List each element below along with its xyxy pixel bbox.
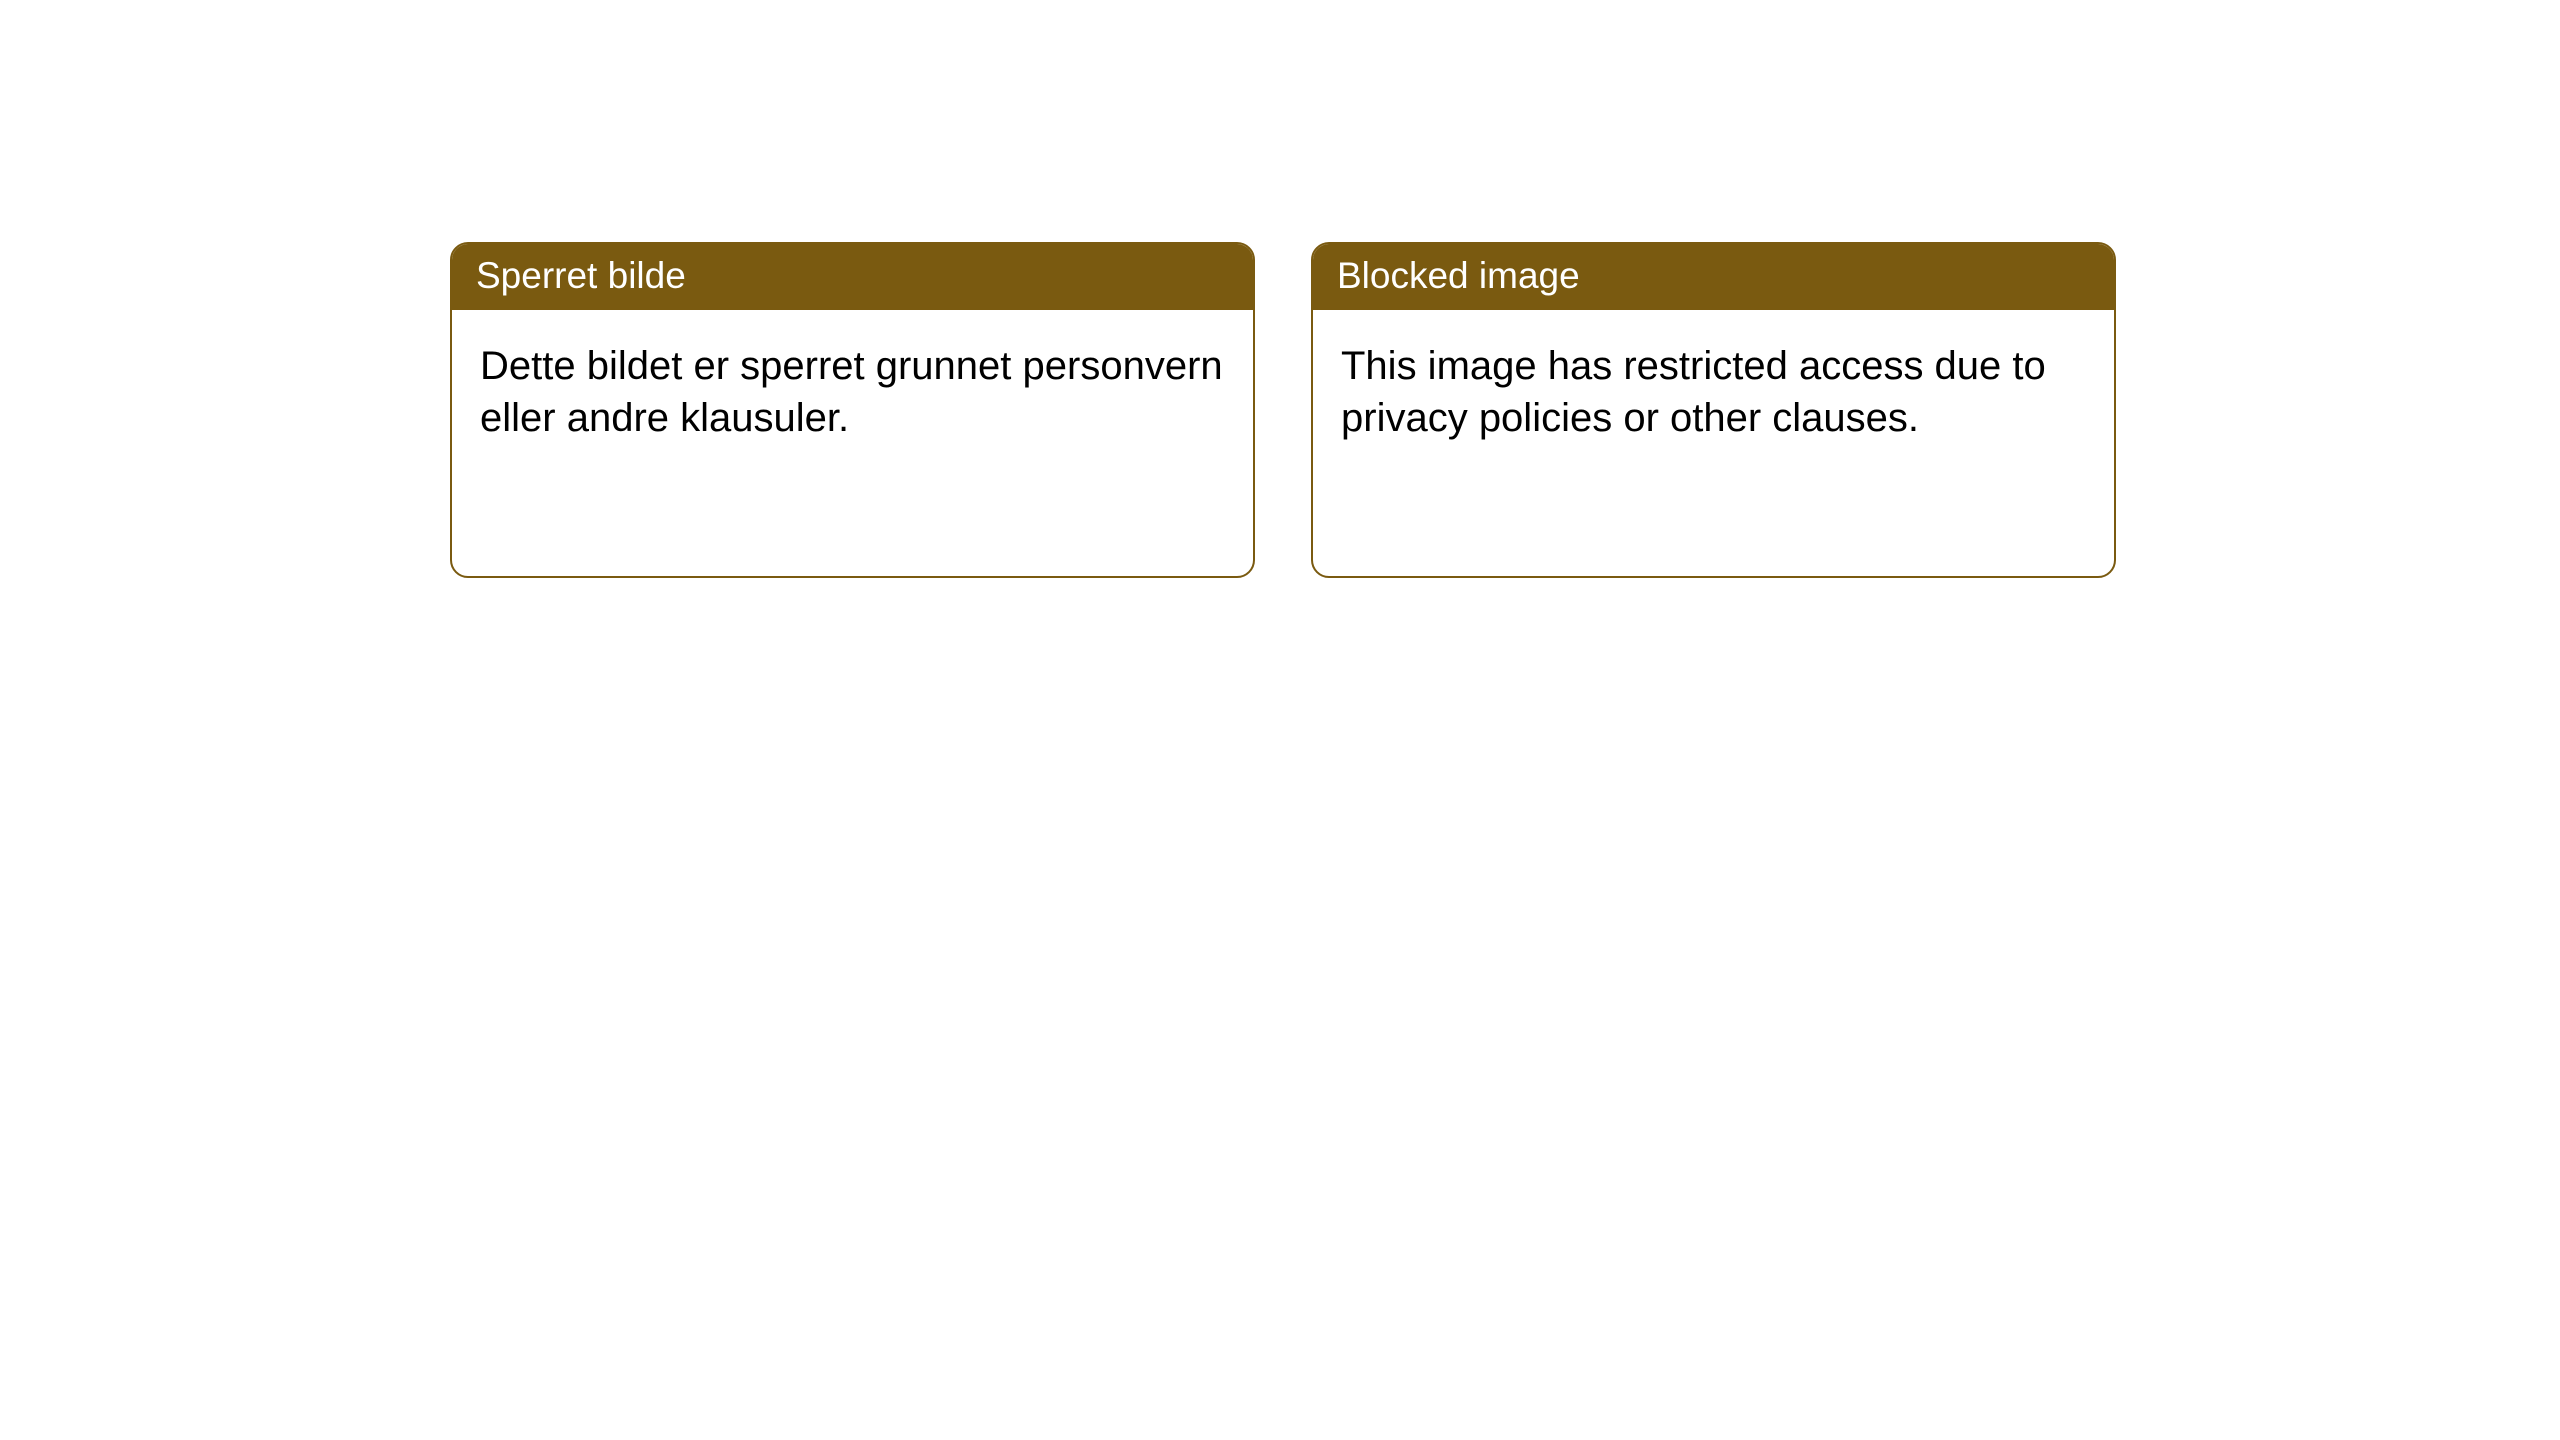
card-message: Dette bildet er sperret grunnet personve… [480, 344, 1223, 440]
notice-card-english: Blocked image This image has restricted … [1311, 242, 2116, 578]
card-header: Sperret bilde [452, 244, 1253, 310]
card-message: This image has restricted access due to … [1341, 344, 2046, 440]
card-title: Blocked image [1337, 255, 1580, 296]
card-body: This image has restricted access due to … [1313, 310, 2114, 474]
card-header: Blocked image [1313, 244, 2114, 310]
card-body: Dette bildet er sperret grunnet personve… [452, 310, 1253, 474]
notice-cards-container: Sperret bilde Dette bildet er sperret gr… [450, 242, 2560, 578]
notice-card-norwegian: Sperret bilde Dette bildet er sperret gr… [450, 242, 1255, 578]
card-title: Sperret bilde [476, 255, 686, 296]
